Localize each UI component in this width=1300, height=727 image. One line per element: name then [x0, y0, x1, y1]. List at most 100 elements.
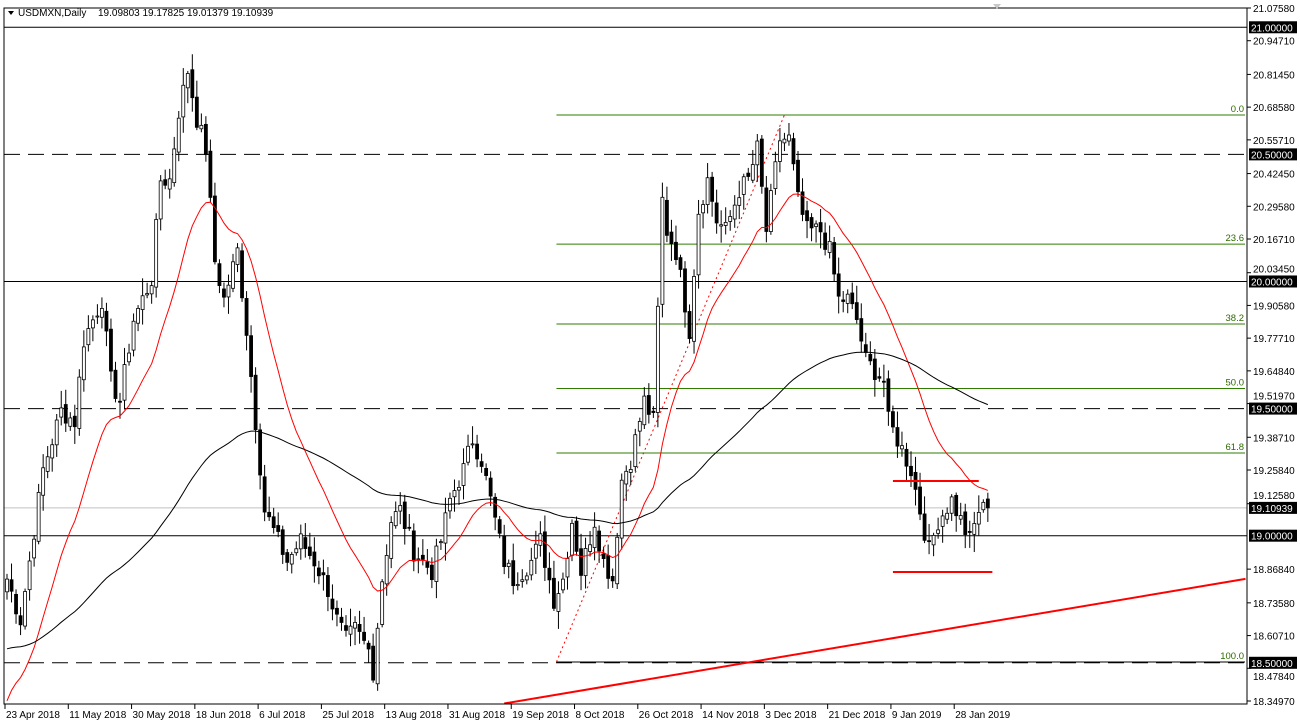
candle: [466, 434, 470, 466]
candle: [86, 315, 91, 352]
candle: [470, 426, 475, 449]
candle-body: [515, 584, 520, 587]
candle: [958, 502, 963, 525]
candle: [452, 479, 457, 512]
candle: [768, 183, 773, 235]
candle-body: [805, 210, 809, 222]
candle: [127, 343, 131, 366]
candle: [547, 552, 552, 594]
candle-body: [985, 498, 990, 509]
price-tick-label: 18.60710: [1253, 632, 1295, 643]
candle: [339, 607, 344, 631]
candle: [344, 615, 348, 637]
candle: [981, 499, 986, 513]
candle: [574, 516, 579, 556]
candle: [637, 417, 642, 447]
candle-body: [493, 496, 498, 518]
candle-body: [50, 444, 55, 459]
candle-body: [470, 443, 475, 446]
candle-body: [452, 490, 457, 498]
candle-body: [511, 560, 516, 587]
time-tick-label: 6 Jul 2018: [259, 710, 306, 721]
candle-body: [68, 417, 73, 427]
candle-body: [262, 476, 267, 513]
fib-level-label: 50.0: [1226, 378, 1245, 389]
candle-body: [850, 292, 855, 305]
candle-body: [27, 560, 32, 591]
candle: [136, 305, 140, 332]
fib-level-label: 38.2: [1226, 313, 1245, 324]
candle: [475, 434, 479, 468]
candle-body: [18, 615, 23, 626]
candle: [45, 446, 50, 479]
candle: [588, 531, 592, 557]
candle-body: [863, 344, 868, 353]
time-tick-label: 23 Apr 2018: [6, 710, 60, 721]
candle-body: [235, 247, 240, 265]
price-tick-label: 19.25840: [1253, 466, 1295, 477]
candle-body: [728, 216, 733, 222]
candle-body: [100, 308, 104, 318]
candle: [967, 520, 972, 548]
candle: [131, 313, 136, 357]
candle-body: [267, 511, 272, 518]
candle: [949, 494, 954, 521]
candle-body: [746, 172, 751, 177]
price-tick-label: 19.77710: [1253, 334, 1295, 345]
price-tick-label: 19.51970: [1253, 392, 1295, 403]
candle: [669, 219, 674, 261]
candle: [927, 523, 931, 555]
candle-body: [357, 623, 362, 632]
candle-body: [872, 358, 877, 380]
candle: [976, 495, 981, 536]
candle-body: [217, 263, 222, 286]
candle-body: [750, 164, 755, 181]
candle: [515, 572, 520, 591]
candle-body: [502, 535, 507, 568]
shift-marker-icon[interactable]: [993, 4, 1001, 9]
time-tick-label: 8 Oct 2018: [576, 710, 625, 721]
time-tick-label: 3 Dec 2018: [765, 710, 817, 721]
candle-body: [362, 631, 366, 641]
candle-body: [375, 627, 380, 685]
ascending-trendline-line[interactable]: [504, 577, 1246, 705]
candle: [420, 539, 425, 566]
candle-body: [705, 177, 710, 205]
candle-body: [841, 299, 846, 302]
candle: [398, 492, 403, 525]
time-tick-label: 19 Sep 2018: [512, 710, 569, 721]
candle-body: [163, 179, 168, 186]
candle: [823, 222, 828, 256]
fib-trend-line: [555, 114, 785, 663]
price-axis: 21.07580 20.94710 20.81450 20.68580 20.55710…: [1247, 4, 1297, 708]
candle-body: [660, 196, 665, 305]
candle-body: [570, 522, 574, 556]
candle: [841, 291, 846, 313]
candle: [651, 406, 656, 418]
candle-body: [172, 148, 177, 184]
candle-body: [167, 178, 172, 190]
candle-body: [832, 242, 837, 275]
candle-body: [244, 298, 249, 336]
candle-body: [41, 467, 46, 496]
candle-body: [86, 328, 91, 346]
candle: [41, 454, 46, 511]
time-tick-label: 9 Jan 2019: [892, 710, 942, 721]
time-tick-label: 14 Nov 2018: [702, 710, 759, 721]
candle-body: [954, 494, 959, 517]
candle: [615, 532, 620, 590]
candle-body: [316, 567, 321, 577]
candle-body: [276, 525, 281, 532]
candle-body: [687, 311, 692, 339]
candle: [619, 473, 624, 550]
candle: [936, 517, 941, 539]
candle: [845, 289, 850, 314]
candle-body: [936, 529, 941, 534]
moving-averages: [6, 193, 989, 702]
candle: [307, 532, 312, 560]
price-tick-label: 20.29580: [1253, 202, 1295, 213]
candle-body: [714, 202, 719, 224]
collapse-triangle-icon[interactable]: [8, 11, 14, 15]
